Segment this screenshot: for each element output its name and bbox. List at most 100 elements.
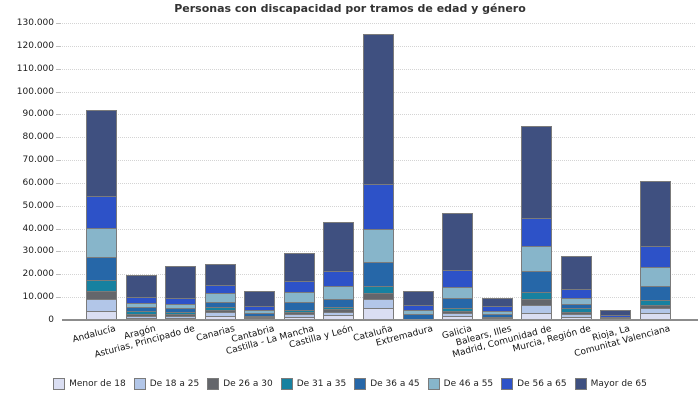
bar-segment[interactable] [521,245,553,271]
bar-Andalucía[interactable] [86,109,118,320]
bar-segment[interactable] [323,299,355,307]
bar-segment[interactable] [639,308,671,313]
bar-segment[interactable] [363,299,394,309]
bar-segment[interactable] [639,312,671,320]
bar-segment[interactable] [639,266,671,286]
bar-segment[interactable] [639,300,671,305]
bar-segment[interactable] [244,305,276,310]
bar-segment[interactable] [521,305,553,313]
bar-segment[interactable] [323,271,355,286]
bar-segment[interactable] [560,289,592,298]
bar-segment[interactable] [363,184,394,229]
bar-segment[interactable] [204,264,236,286]
bar-segment[interactable] [323,309,355,312]
bar-segment[interactable] [244,316,276,318]
bar-segment[interactable] [86,311,118,320]
bar-segment[interactable] [521,125,553,219]
bar-segment[interactable] [323,221,355,272]
bar-segment[interactable] [402,309,434,315]
bar-segment[interactable] [165,307,197,313]
bar-segment[interactable] [204,306,236,311]
bar-Cantabria[interactable] [244,291,276,320]
bar-segment[interactable] [244,312,276,316]
bar-segment[interactable] [204,301,236,307]
bar-segment[interactable] [402,304,434,310]
bar-Extremadura[interactable] [402,291,434,320]
legend-item[interactable]: De 26 a 30 [207,378,273,390]
bar-segment[interactable] [204,285,236,293]
bar-segment[interactable] [125,302,157,307]
bar-segment[interactable] [165,304,197,308]
bar-segment[interactable] [560,308,592,312]
bar-segment[interactable] [442,313,474,317]
bar-segment[interactable] [86,109,118,197]
bar-segment[interactable] [283,280,315,293]
bar-segment[interactable] [442,270,474,287]
bar-Madrid, Comunidad de[interactable] [521,125,553,320]
bar-segment[interactable] [442,286,474,299]
bar-segment[interactable] [363,308,394,320]
bar-segment[interactable] [165,298,197,305]
bar-segment[interactable] [86,291,118,299]
bar-segment[interactable] [600,315,632,317]
bar-segment[interactable] [204,310,236,313]
bar-segment[interactable] [204,292,236,302]
bar-segment[interactable] [560,311,592,314]
bar-Asturias, Principado de[interactable] [165,266,197,320]
legend-item[interactable]: De 31 a 35 [280,378,346,390]
legend-item[interactable]: De 36 a 45 [354,378,420,390]
bar-Cataluña[interactable] [363,34,394,320]
bar-segment[interactable] [363,228,394,262]
bar-segment[interactable] [481,298,513,307]
bar-segment[interactable] [125,313,157,317]
bar-segment[interactable] [323,314,355,320]
bar-segment[interactable] [521,270,553,293]
bar-segment[interactable] [560,313,592,318]
bar-segment[interactable] [481,316,513,318]
bar-segment[interactable] [165,314,197,316]
bar-segment[interactable] [521,312,553,320]
bar-segment[interactable] [283,312,315,314]
bar-segment[interactable] [86,257,118,281]
bar-segment[interactable] [323,311,355,315]
bar-segment[interactable] [442,212,474,271]
bar-Castilla - La Mancha[interactable] [283,252,315,320]
bar-segment[interactable] [639,180,671,247]
bar-segment[interactable] [86,298,118,312]
bar-segment[interactable] [481,314,513,317]
bar-segment[interactable] [283,316,315,320]
bar-segment[interactable] [639,246,671,267]
bar-segment[interactable] [204,312,236,316]
bar-segment[interactable] [86,228,118,258]
bar-segment[interactable] [600,309,632,316]
bar-segment[interactable] [125,310,157,314]
bar-segment[interactable] [283,301,315,310]
bar-segment[interactable] [560,303,592,309]
bar-segment[interactable] [283,292,315,302]
bar-segment[interactable] [402,291,434,305]
bar-Aragón[interactable] [125,275,157,320]
bar-segment[interactable] [600,316,632,318]
bar-segment[interactable] [442,307,474,312]
bar-segment[interactable] [521,298,553,306]
bar-Castilla y León[interactable] [323,221,355,320]
bar-segment[interactable] [244,317,276,319]
bar-segment[interactable] [165,317,197,320]
bar-segment[interactable] [125,306,157,311]
bar-segment[interactable] [639,304,671,309]
bar-segment[interactable] [442,316,474,320]
legend-item[interactable]: Menor de 18 [53,378,126,390]
bar-segment[interactable] [639,285,671,301]
bar-segment[interactable] [560,256,592,290]
bar-segment[interactable] [560,297,592,304]
bar-segment[interactable] [363,292,394,300]
bar-segment[interactable] [244,309,276,313]
bar-segment[interactable] [521,218,553,246]
bar-segment[interactable] [402,314,434,319]
legend-item[interactable]: De 56 a 65 [501,378,567,390]
bar-Galicia[interactable] [442,212,474,320]
bar-segment[interactable] [283,313,315,317]
bar-segment[interactable] [521,292,553,299]
bar-segment[interactable] [481,306,513,311]
bar-segment[interactable] [481,318,513,320]
